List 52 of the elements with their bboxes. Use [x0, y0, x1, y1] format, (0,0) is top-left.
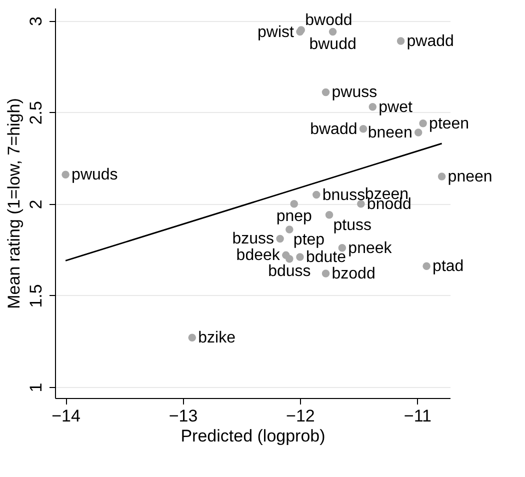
point: [414, 128, 422, 136]
x-axis-title: Predicted (logprob): [180, 426, 326, 446]
annotation: bnuss: [322, 186, 366, 204]
annotation: bneen: [368, 124, 412, 142]
x-tick-label: −12: [286, 406, 315, 426]
annotation: pwadd: [406, 32, 454, 50]
point: [359, 124, 368, 133]
point: [368, 103, 377, 111]
annotation: pneen: [448, 168, 492, 186]
x-tick-label: −14: [52, 406, 80, 426]
annotation: pnep: [276, 208, 312, 225]
annotation: ptuss: [333, 216, 372, 234]
point: [286, 226, 294, 234]
point: [322, 270, 330, 278]
annotation: bzuss: [232, 230, 274, 248]
annotation: pwuds: [72, 166, 118, 184]
point: [276, 234, 284, 243]
y-tick-label: 1.5: [26, 284, 46, 308]
point: [188, 334, 196, 342]
annotation: pneek: [348, 240, 393, 257]
point: [62, 170, 70, 178]
annotation: pwet: [378, 98, 413, 116]
annotation: pwist: [258, 24, 295, 41]
point: [325, 211, 334, 219]
point: [396, 37, 405, 45]
annotation: bzike: [198, 330, 236, 347]
point: [438, 172, 446, 180]
annotation: bwadd: [310, 120, 358, 138]
point: [419, 119, 427, 128]
point: [422, 262, 430, 270]
annotation: ptep: [293, 232, 325, 249]
annotation: bwodd: [305, 12, 352, 29]
point: [328, 28, 337, 36]
y-tick-label: 2.5: [26, 101, 46, 125]
y-tick-label: 1: [26, 382, 46, 392]
point: [322, 88, 330, 96]
x-tick-label: −11: [404, 406, 432, 426]
annotation: pwuss: [332, 84, 378, 102]
annotation: pteen: [429, 115, 470, 132]
y-tick-label: 2: [26, 200, 46, 210]
point: [312, 190, 320, 199]
annotation: bwudd: [309, 36, 356, 53]
point: [290, 200, 298, 208]
point: [357, 200, 365, 208]
point: [286, 254, 294, 263]
y-tick-label: 3: [26, 16, 46, 26]
annotation: bzodd: [332, 265, 376, 282]
x-tick-label: −13: [168, 406, 198, 426]
annotation: ptad: [432, 258, 464, 276]
annotation: bdeek: [236, 247, 281, 264]
point: [296, 253, 304, 261]
y-axis-title: Mean rating (1=low, 7=high): [4, 98, 24, 309]
